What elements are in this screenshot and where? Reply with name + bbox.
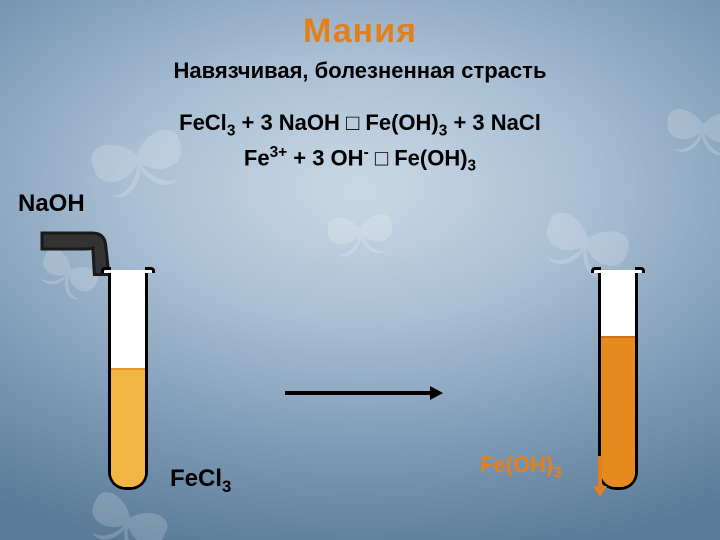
reaction-arrow-icon	[285, 383, 444, 403]
down-arrow-icon	[590, 456, 610, 503]
equation-1: FeCl3 + 3 NaOH □ Fe(OH)3 + 3 NaCl	[0, 110, 720, 140]
subtitle: Навязчивая, болезненная страсть	[0, 58, 720, 84]
label-fecl3: FeCl3	[170, 465, 231, 497]
test-tube-left	[108, 270, 148, 490]
label-feoh3: Fe(OH)3	[480, 452, 562, 482]
slide: Мания Навязчивая, болезненная страсть Fe…	[0, 0, 720, 540]
label-naoh: NaOH	[18, 190, 85, 218]
liquid-left	[111, 369, 145, 487]
equation-2: Fe3+ + 3 OH- □ Fe(OH)3	[0, 144, 720, 176]
title: Мания	[0, 12, 720, 51]
